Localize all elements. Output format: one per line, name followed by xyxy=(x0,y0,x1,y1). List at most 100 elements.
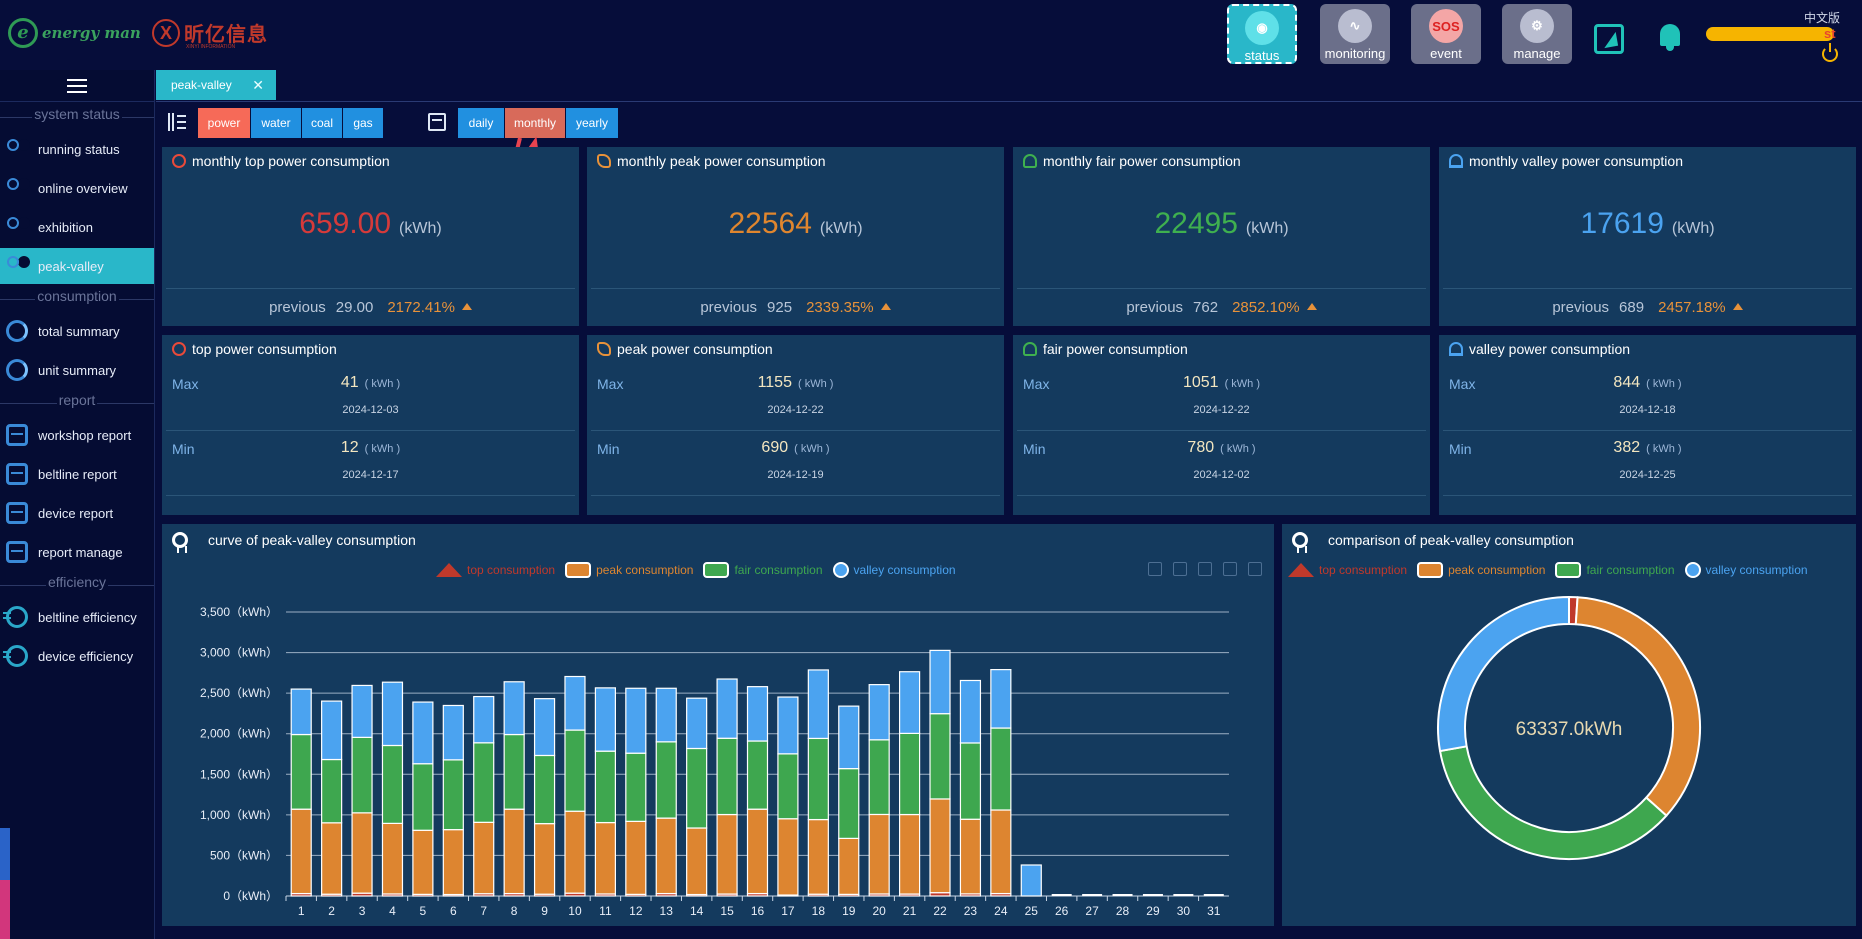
previous-value: 762 xyxy=(1193,299,1219,316)
bar-segment xyxy=(1020,864,1042,897)
refresh-icon[interactable] xyxy=(1248,562,1262,576)
bar-segment xyxy=(290,808,312,895)
report-icon xyxy=(6,541,28,563)
gear-icon: ⚙ xyxy=(1520,9,1554,43)
cloud-icon xyxy=(1023,342,1037,356)
x-tick-label: 12 xyxy=(629,904,643,918)
sidebar-item-total-summary[interactable]: total summary xyxy=(0,313,154,349)
bar-segment xyxy=(442,829,464,896)
bar-segment xyxy=(807,669,829,740)
donut-slice[interactable] xyxy=(1437,596,1570,753)
divider xyxy=(166,495,575,496)
sidebar-item-online-overview[interactable]: online overview xyxy=(0,170,154,206)
legend-swatch xyxy=(1288,563,1314,577)
min-date: 2024-12-17 xyxy=(342,469,399,481)
bar-segment xyxy=(1112,894,1133,896)
tab-close-icon[interactable]: ✕ xyxy=(252,77,264,93)
bar-segment xyxy=(777,818,799,896)
divider xyxy=(1017,288,1426,289)
legend-swatch xyxy=(703,562,730,578)
bar-segment xyxy=(990,669,1012,729)
legend-item[interactable]: valley consumption xyxy=(832,562,956,578)
sidebar-item-report-manage[interactable]: report manage xyxy=(0,534,154,570)
partly-sunny-icon xyxy=(597,154,611,168)
bar-segment xyxy=(929,649,951,715)
legend-item[interactable]: fair consumption xyxy=(1555,562,1675,578)
filter-yearly-button[interactable]: yearly xyxy=(566,108,618,138)
sidebar-item-beltline-efficiency[interactable]: beltline efficiency xyxy=(0,599,154,635)
min-value: 690 xyxy=(761,439,789,456)
x-tick-label: 9 xyxy=(541,904,548,918)
x-tick-label: 18 xyxy=(812,904,826,918)
bar-segment xyxy=(351,736,373,814)
bar-segment xyxy=(746,686,769,742)
filter-daily-button[interactable]: daily xyxy=(458,108,504,138)
card-value: 659.00 xyxy=(299,207,392,240)
bar-view-icon[interactable] xyxy=(1148,562,1162,576)
download-icon[interactable] xyxy=(1223,562,1237,576)
sidebar-item-beltline-report[interactable]: beltline report xyxy=(0,456,154,492)
filter-coal-button[interactable]: coal xyxy=(302,108,342,138)
sidebar-item-unit-summary[interactable]: unit summary xyxy=(0,352,154,388)
x-tick-label: 3 xyxy=(359,904,366,918)
donut-slice[interactable] xyxy=(1574,596,1701,817)
bar-segment xyxy=(1203,894,1224,896)
send-icon[interactable] xyxy=(1594,24,1624,54)
bar-segment xyxy=(1173,894,1194,896)
filter-gas-button[interactable]: gas xyxy=(343,108,383,138)
language-switch[interactable]: 中文版 xyxy=(1804,11,1841,25)
sidebar-item-exhibition[interactable]: exhibition xyxy=(0,209,154,245)
filter-power-button[interactable]: power xyxy=(198,108,250,138)
bar-segment xyxy=(716,678,738,739)
sidebar-item-running-status[interactable]: running status xyxy=(0,131,154,167)
bar-segment xyxy=(838,768,860,839)
user-name-redacted[interactable] xyxy=(1706,27,1834,41)
nav-monitoring-button[interactable]: ∿ monitoring xyxy=(1320,4,1390,64)
donut-slice[interactable] xyxy=(1439,745,1668,860)
legend-item[interactable]: top consumption xyxy=(436,563,555,577)
nav-manage-button[interactable]: ⚙ manage xyxy=(1502,4,1572,64)
partly-sunny-icon xyxy=(597,342,611,356)
legend-item[interactable]: top consumption xyxy=(1288,563,1407,577)
sidebar-item-label: report manage xyxy=(38,544,123,560)
summary-card: monthly valley power consumption 17619 (k… xyxy=(1439,147,1856,326)
x-tick-label: 27 xyxy=(1085,904,1099,918)
sidebar-item-device-efficiency[interactable]: device efficiency xyxy=(0,638,154,674)
bar-segment xyxy=(959,742,982,820)
bar-segment xyxy=(746,740,769,810)
legend-label: fair consumption xyxy=(734,563,823,577)
legend-item[interactable]: fair consumption xyxy=(703,562,823,578)
sidebar-item-peak-valley[interactable]: peak-valley xyxy=(0,248,154,284)
dashboard-icon xyxy=(6,255,28,277)
bar-segment xyxy=(321,758,343,824)
legend-item[interactable]: peak consumption xyxy=(565,562,693,578)
previous-value: 29.00 xyxy=(335,299,374,316)
power-icon[interactable] xyxy=(1822,43,1838,62)
filter-water-button[interactable]: water xyxy=(251,108,301,138)
nav-status-button[interactable]: ◉ status xyxy=(1227,4,1297,64)
data-view-icon[interactable] xyxy=(1198,562,1212,576)
section-label: report xyxy=(56,392,98,408)
sun-icon xyxy=(172,342,186,356)
y-tick-label: 3,000（kWh） xyxy=(200,646,278,660)
bar-segment xyxy=(716,813,738,895)
sidebar-item-workshop-report[interactable]: workshop report xyxy=(0,417,154,453)
filter-monthly-button[interactable]: monthly xyxy=(505,108,565,138)
legend-label: top consumption xyxy=(1319,563,1408,577)
bar-segment xyxy=(412,701,434,765)
menu-toggle-button[interactable] xyxy=(0,70,154,102)
bar-segment xyxy=(321,822,343,895)
bar-segment xyxy=(777,753,799,820)
nav-event-button[interactable]: SOS event xyxy=(1411,4,1481,64)
tab-peak-valley[interactable]: peak-valley ✕ xyxy=(156,70,276,100)
bell-icon[interactable] xyxy=(1656,22,1684,52)
bar-segment xyxy=(898,813,921,895)
card-compare-row: previous 762 2852.10% xyxy=(1013,299,1430,316)
legend-item[interactable]: peak consumption xyxy=(1417,562,1545,578)
x-tick-label: 16 xyxy=(751,904,765,918)
legend-item[interactable]: valley consumption xyxy=(1684,562,1808,578)
sidebar-item-device-report[interactable]: device report xyxy=(0,495,154,531)
line-view-icon[interactable] xyxy=(1173,562,1187,576)
card-title: monthly peak power consumption xyxy=(617,153,826,169)
card-title: top power consumption xyxy=(192,341,337,357)
